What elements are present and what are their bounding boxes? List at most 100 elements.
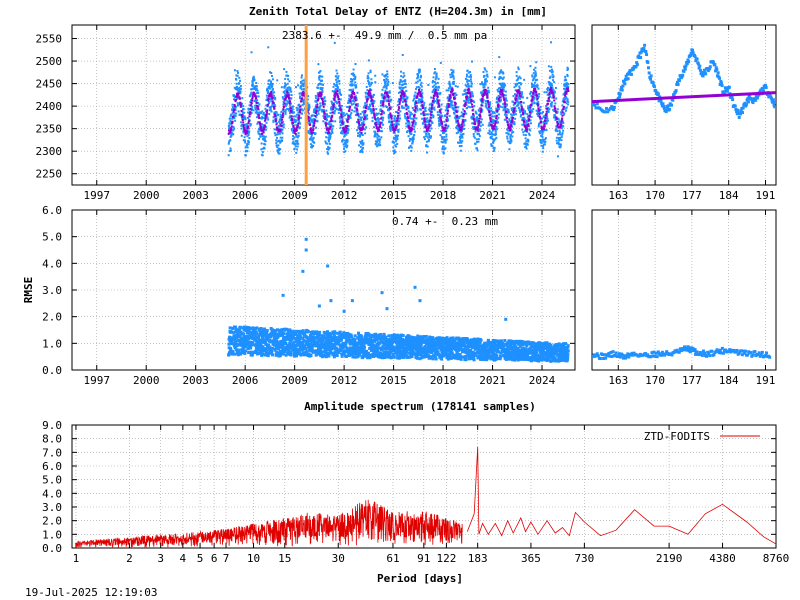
ztd-model-point xyxy=(371,102,374,105)
ztd-point xyxy=(264,107,267,110)
ztd-point xyxy=(401,53,404,56)
ztd-model-point xyxy=(252,93,255,96)
ztd-point xyxy=(342,112,345,115)
ztd-point xyxy=(278,118,281,121)
ztd-model-point xyxy=(485,92,488,95)
ztd-model-point xyxy=(462,115,465,118)
ztd-model-point xyxy=(319,91,322,94)
ztd-point xyxy=(375,143,378,146)
ztd-point xyxy=(504,108,507,111)
ztd-point xyxy=(374,74,377,77)
ztd-point xyxy=(329,112,332,115)
ztd-point xyxy=(364,115,367,118)
ztd-point xyxy=(351,84,354,87)
ztd-model-point xyxy=(529,111,532,114)
ztd-point xyxy=(565,102,568,105)
ztd-point xyxy=(329,134,332,137)
ztd-model-point xyxy=(308,119,311,122)
ztd-point xyxy=(393,123,396,126)
ztd-model-point xyxy=(531,96,534,99)
ztd-point xyxy=(474,142,477,145)
ztd-point xyxy=(280,130,283,133)
ztd-point xyxy=(407,110,410,113)
ztd-point xyxy=(325,119,328,122)
ztd-point xyxy=(522,108,525,111)
ztd-point xyxy=(291,105,294,108)
ztd-point xyxy=(231,106,234,109)
ztd-point xyxy=(406,97,409,100)
ztd-point xyxy=(524,112,527,115)
ztd-point xyxy=(289,88,292,91)
ztd-point xyxy=(321,75,324,78)
ztd-point xyxy=(279,141,282,144)
ztd-point xyxy=(423,138,426,141)
ztd-model-point xyxy=(530,104,533,107)
ztd-point xyxy=(460,144,463,147)
ztd-model-point xyxy=(398,103,401,106)
ztd-point xyxy=(347,99,350,102)
ztd-point xyxy=(387,80,390,83)
ztd-model-point xyxy=(232,110,235,113)
ztd-point xyxy=(359,140,362,143)
ztd-point xyxy=(377,144,380,147)
ztd-model-point xyxy=(398,107,401,110)
ztd-point xyxy=(232,129,235,132)
ztd-point xyxy=(504,98,507,101)
ztd-point xyxy=(431,81,434,84)
ztd-model-point xyxy=(547,96,550,99)
ztd-model-point xyxy=(257,107,260,110)
ztd-point xyxy=(426,151,429,154)
ztd-model-point xyxy=(431,103,434,106)
ztd-model-point xyxy=(363,117,366,120)
ztd-point xyxy=(480,81,483,84)
ztd-point xyxy=(545,104,548,107)
ztd-point xyxy=(466,98,469,101)
ztd-model-point xyxy=(267,98,270,101)
ztd-point xyxy=(317,86,320,89)
ztd-point xyxy=(370,83,373,86)
ztd-point xyxy=(480,91,483,94)
ztd-point xyxy=(230,133,233,136)
ztd-point xyxy=(504,84,507,87)
ztd-point xyxy=(285,70,288,73)
ztd-point xyxy=(484,83,487,86)
ztd-model-point xyxy=(561,117,564,120)
ztd-model-point xyxy=(237,93,240,96)
ztd-point xyxy=(227,142,230,145)
ztd-model-point xyxy=(446,112,449,115)
ztd-point xyxy=(270,80,273,83)
ztd-point xyxy=(533,76,536,79)
ztd-model-point xyxy=(528,114,531,117)
ztd-point xyxy=(374,81,377,84)
ztd-model-point xyxy=(517,89,520,92)
ztd-point xyxy=(387,108,390,111)
ztd-point xyxy=(556,155,559,158)
ztd-point xyxy=(345,145,348,148)
ztd-model-point xyxy=(439,116,442,119)
ztd-point xyxy=(365,115,368,118)
ztd-point xyxy=(387,98,390,101)
ztd-point xyxy=(564,82,567,85)
ztd-recent-point xyxy=(654,89,658,93)
ztd-point xyxy=(389,125,392,128)
ztd-point xyxy=(423,130,426,133)
ztd-model-point xyxy=(296,124,299,127)
ztd-model-point xyxy=(551,90,554,93)
ztd-point xyxy=(234,114,237,117)
ztd-point xyxy=(404,79,407,82)
ztd-point xyxy=(566,74,569,77)
ztd-point xyxy=(242,108,245,111)
ztd-point xyxy=(484,68,487,71)
ztd-point xyxy=(254,111,257,114)
rmse-point xyxy=(233,325,237,329)
ztd-model-point xyxy=(550,88,553,91)
ztd-point xyxy=(340,111,343,114)
rmse-point xyxy=(254,339,258,343)
ztd-model-point xyxy=(355,108,358,111)
ztd-point xyxy=(287,78,290,81)
ztd-model-point xyxy=(412,121,415,124)
ztd-point xyxy=(290,94,293,97)
ztd-point xyxy=(449,96,452,99)
ztd-point xyxy=(347,127,350,130)
ztd-point xyxy=(546,88,549,91)
